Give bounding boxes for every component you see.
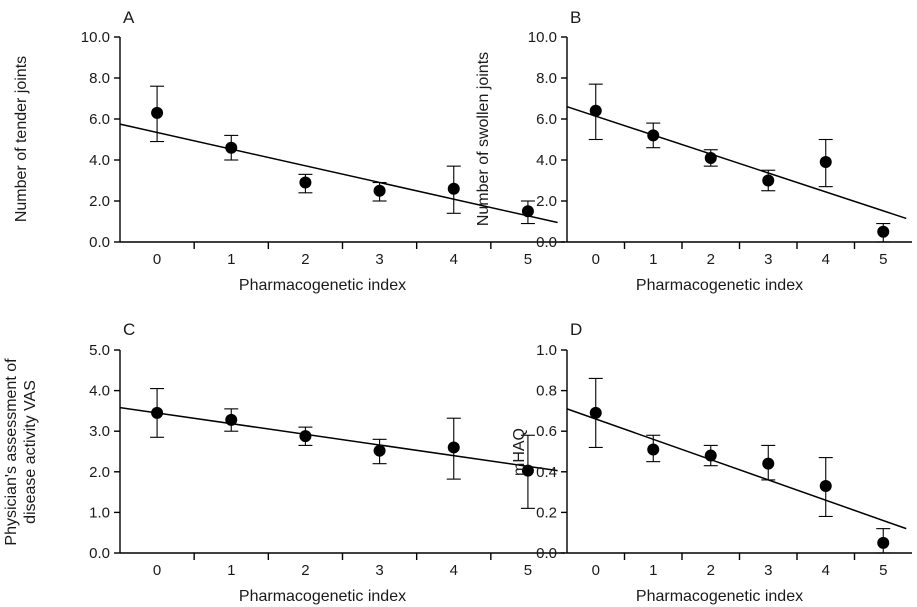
y-tick-label: 2.0 — [536, 193, 557, 210]
data-point — [819, 480, 832, 493]
data-point — [521, 464, 534, 477]
y-axis-title: Number of swollen joints — [475, 52, 492, 226]
panel-b: B 0.0 2.0 4.0 6.0 8.0 10.0 0 1 2 3 4 5 Pharmacogeneti… — [475, 8, 912, 294]
panel-d: D 0.0 0.2 0.4 0.6 0.8 1.0 0 1 2 3 4 5 Pharmacogenetic… — [511, 320, 912, 605]
data-point — [151, 106, 164, 119]
y-axis-title: Physician's assessment of disease activit… — [3, 358, 39, 546]
x-tick-label: 1 — [649, 251, 657, 268]
y-tick-label: 6.0 — [89, 111, 110, 128]
x-tick-label: 3 — [375, 562, 383, 579]
data-point — [299, 176, 312, 189]
x-tick-label: 4 — [822, 251, 830, 268]
y-tick-label: 0.4 — [536, 464, 557, 481]
regression-line — [566, 105, 907, 220]
x-tick-label: 0 — [592, 562, 600, 579]
x-axis-title: Pharmacogenetic index — [239, 277, 406, 294]
x-tick-label: 3 — [375, 251, 383, 268]
x-tick-label: 5 — [524, 251, 532, 268]
data-point — [373, 184, 386, 197]
x-tick-label: 3 — [764, 562, 772, 579]
data-point — [877, 536, 890, 549]
x-tick-label: 3 — [764, 251, 772, 268]
data-point — [762, 174, 775, 187]
y-tick-label: 0.6 — [536, 423, 557, 440]
data-point — [447, 441, 460, 454]
data-point — [151, 406, 164, 419]
panel-letter: D — [570, 320, 582, 339]
data-point — [373, 444, 386, 457]
x-tick-label: 5 — [524, 562, 532, 579]
data-point — [225, 413, 238, 426]
x-tick-label: 2 — [707, 251, 715, 268]
data-point — [521, 205, 534, 218]
y-tick-label: 0.8 — [536, 383, 557, 400]
y-tick-label: 0.0 — [89, 545, 110, 562]
panel-letter: A — [123, 8, 135, 27]
data-point — [704, 151, 717, 164]
x-tick-label: 4 — [822, 562, 830, 579]
y-tick-label: 4.0 — [89, 383, 110, 400]
x-axis-title: Pharmacogenetic index — [239, 588, 406, 605]
data-point — [762, 457, 775, 470]
data-point — [589, 406, 602, 419]
y-tick-label: 1.0 — [89, 504, 110, 521]
data-point — [647, 443, 660, 456]
y-tick-label: 0.0 — [536, 234, 557, 251]
y-tick-label: 2.0 — [89, 193, 110, 210]
y-axis-title-line: disease activity VAS — [22, 380, 39, 524]
y-axis-title: Number of tender joints — [13, 56, 30, 222]
y-tick-label: 10.0 — [81, 29, 110, 46]
x-tick-label: 5 — [879, 251, 887, 268]
y-tick-label: 0.0 — [89, 234, 110, 251]
panel-letter: C — [123, 320, 135, 339]
data-point — [225, 141, 238, 154]
x-tick-label: 4 — [450, 251, 458, 268]
data-point — [819, 156, 832, 169]
x-axis-title: Pharmacogenetic index — [636, 588, 803, 605]
data-point — [447, 182, 460, 195]
y-tick-label: 2.0 — [89, 464, 110, 481]
y-tick-label: 1.0 — [536, 342, 557, 359]
data-point — [647, 129, 660, 142]
data-point — [589, 104, 602, 117]
x-tick-label: 2 — [301, 562, 309, 579]
y-tick-label: 3.0 — [89, 423, 110, 440]
y-tick-label: 8.0 — [89, 70, 110, 87]
y-axis-title-line: Number of swollen joints — [475, 52, 492, 226]
data-point — [877, 225, 890, 238]
regression-line — [566, 408, 907, 530]
y-axis-title-line: Number of tender joints — [13, 56, 30, 222]
panel-c: C 0.0 1.0 2.0 3.0 4.0 5.0 0 1 2 3 4 5 Pharmacogenetic… — [3, 320, 565, 605]
y-axis-title-line: mHAQ — [511, 428, 528, 476]
y-tick-label: 5.0 — [89, 342, 110, 359]
x-tick-label: 2 — [707, 562, 715, 579]
y-axis-title-line: Physician's assessment of — [3, 358, 20, 546]
x-tick-label: 4 — [450, 562, 458, 579]
panel-a: A 0.0 2.0 4.0 6.0 8.0 10.0 0 1 2 3 4 5 Pharmacogeneti… — [13, 8, 565, 294]
x-tick-label: 1 — [649, 562, 657, 579]
x-tick-label: 0 — [153, 562, 161, 579]
y-tick-label: 10.0 — [528, 29, 557, 46]
y-tick-label: 0.2 — [536, 504, 557, 521]
x-tick-label: 0 — [592, 251, 600, 268]
x-tick-label: 0 — [153, 251, 161, 268]
data-point — [704, 449, 717, 462]
regression-line — [119, 406, 558, 472]
x-axis-title: Pharmacogenetic index — [636, 277, 803, 294]
y-tick-label: 4.0 — [89, 152, 110, 169]
y-axis-title: mHAQ — [511, 428, 528, 476]
x-tick-label: 1 — [227, 251, 235, 268]
x-tick-label: 2 — [301, 251, 309, 268]
panel-letter: B — [570, 8, 581, 27]
x-tick-label: 5 — [879, 562, 887, 579]
y-tick-label: 4.0 — [536, 152, 557, 169]
y-tick-label: 6.0 — [536, 111, 557, 128]
x-tick-label: 1 — [227, 562, 235, 579]
y-tick-label: 0.0 — [536, 545, 557, 562]
data-point — [299, 430, 312, 443]
y-tick-label: 8.0 — [536, 70, 557, 87]
regression-line — [119, 123, 558, 224]
